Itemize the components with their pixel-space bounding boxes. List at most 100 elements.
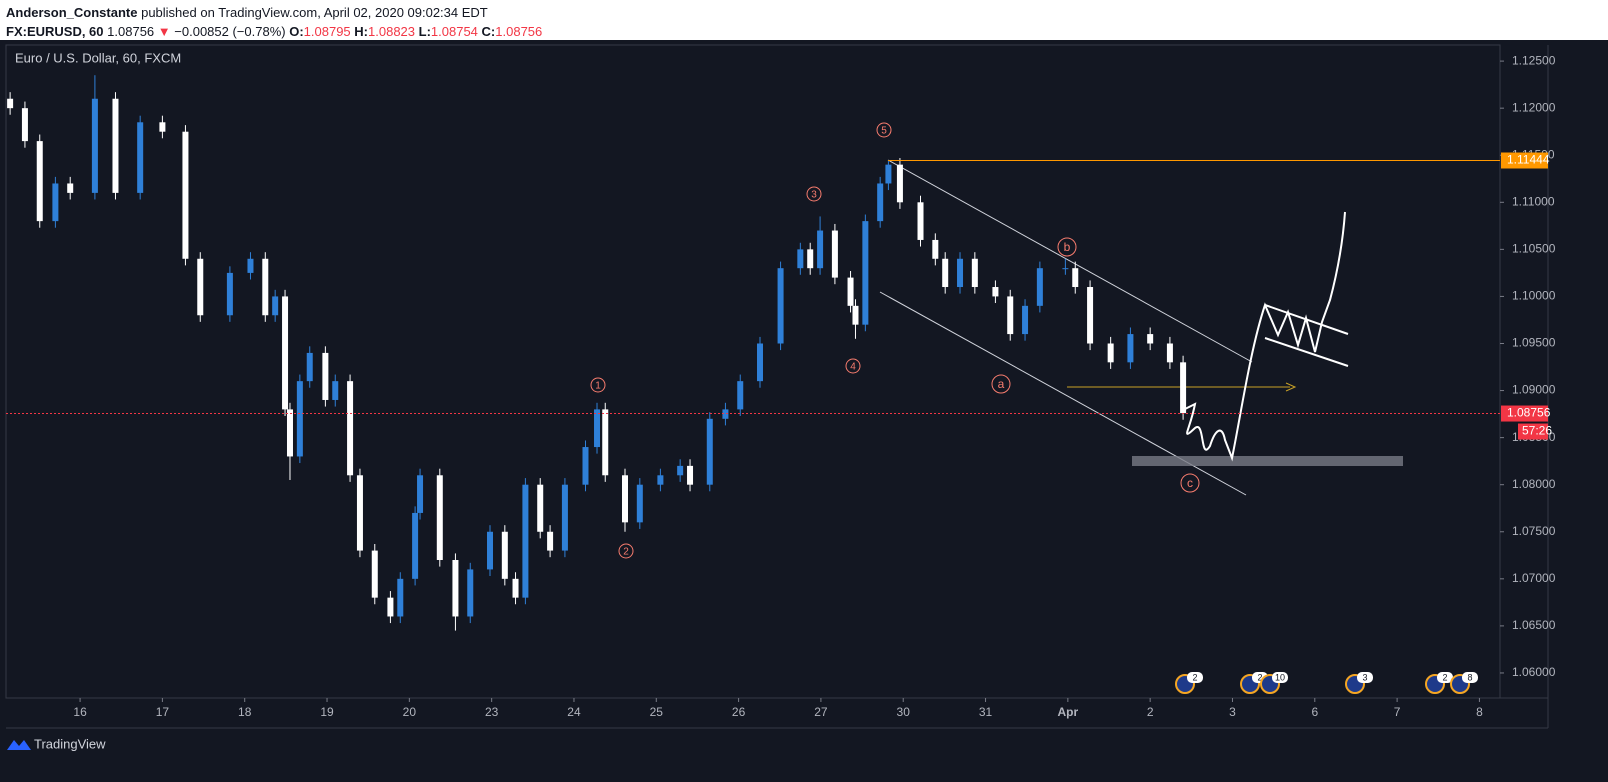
channel-upper [887,159,1253,363]
event-badge [1437,672,1453,683]
candle-body [7,98,14,109]
candle-body [737,381,744,410]
pennant [1264,304,1349,367]
brand-logo [7,740,31,750]
x-tick-label: 16 [73,705,87,719]
candle-body [602,409,609,476]
candle-body [942,258,949,288]
chart-title: Euro / U.S. Dollar, 60, FXCM [15,50,181,65]
x-tick-label: 25 [650,705,664,719]
candle-body [452,560,459,617]
published: published on TradingView.com, April 02, … [141,5,488,20]
candle-body [831,230,838,278]
candle-body [636,484,643,523]
y-tick-label: 1.08000 [1512,477,1556,491]
wave-label: c [1187,476,1193,490]
candle-body [1147,334,1154,344]
candle-body [417,475,424,513]
y-tick-label: 1.07500 [1512,524,1556,538]
x-tick-label: 31 [979,705,993,719]
event-badge [1462,672,1478,683]
wave-label: b [1064,240,1071,254]
x-tick-label: 26 [732,705,746,719]
event-count: 10 [1275,672,1285,682]
candle-body [657,475,664,485]
author: Anderson_Constante [6,5,138,20]
candle-body [282,296,289,410]
candle-body [262,258,269,316]
candle-body [756,343,763,382]
wave-label: 4 [850,362,856,373]
candle-body [412,512,419,579]
ohlc-label: L: [418,24,431,39]
ohlc-value: 1.08823 [368,24,416,39]
candle-body [547,531,554,551]
candle-body [885,164,892,184]
candle-body [537,484,544,532]
drawings [879,159,1403,496]
x-tick-label: Apr [1058,705,1079,719]
wave-marker [590,377,606,393]
candle-body [677,465,684,476]
wave-marker [1180,473,1200,493]
candle-body [957,258,964,288]
x-tick-label: 17 [156,705,170,719]
candle-body [332,381,339,400]
y-tick-label: 1.11000 [1512,194,1555,208]
candle-body [1180,362,1187,414]
candle-body [197,258,204,316]
candle-body [356,475,363,551]
x-tick-label: 19 [320,705,334,719]
candle-body [1062,268,1069,270]
price-label-box [1501,152,1548,169]
brand: TradingView [34,736,106,751]
wave-marker [1057,237,1077,257]
projection [1182,211,1346,462]
y-tick-label: 1.12500 [1512,53,1556,67]
candle-body [512,578,519,598]
candle-body [862,221,869,325]
x-tick-label: 18 [238,705,252,719]
header-line: Anderson_Constante published on TradingV… [6,3,542,22]
ohlc-value: 1.08795 [303,24,351,39]
event-count: 3 [1362,672,1367,682]
candle-body [397,578,404,617]
candle-body [371,550,378,598]
chart-background [0,40,1608,782]
wave-label: a [998,377,1005,391]
candle-body [797,249,804,269]
candle-body [1166,343,1173,363]
candle-body [347,381,354,476]
x-tick-label: 30 [897,705,911,719]
candle-body [932,239,939,259]
candle-body [159,122,166,132]
wave-marker [845,358,861,374]
price-label: 1.11444 [1507,153,1550,167]
x-tick-label: 2 [1147,705,1154,719]
candle-body [1022,305,1029,335]
header: Anderson_Constante published on TradingV… [6,3,542,41]
candle-body [1107,343,1114,363]
x-tick-label: 20 [403,705,417,719]
candle-body [467,569,474,617]
wave-label: 5 [881,126,887,137]
candle-body [971,258,978,288]
candle-body [896,164,903,203]
candle-body [21,108,28,142]
y-tick-label: 1.10500 [1512,242,1556,256]
ohlc-value: 1.08754 [430,24,478,39]
candle-body [137,122,144,193]
candle-body [487,531,494,570]
y-tick-label: 1.06000 [1512,665,1556,679]
candle-body [36,141,43,222]
candle-body [387,597,394,617]
y-tick-label: 1.10000 [1512,289,1556,303]
wave-marker [618,543,634,559]
x-tick-label: 3 [1229,705,1236,719]
wave-label: 1 [595,381,601,392]
candle-body [522,484,529,598]
quote-line: FX:EURUSD, 60 1.08756 ▼ −0.00852 (−0.78%… [6,22,542,41]
ohlc-label: O: [289,24,304,39]
wave-marker [876,122,892,138]
candle-body [877,183,884,222]
